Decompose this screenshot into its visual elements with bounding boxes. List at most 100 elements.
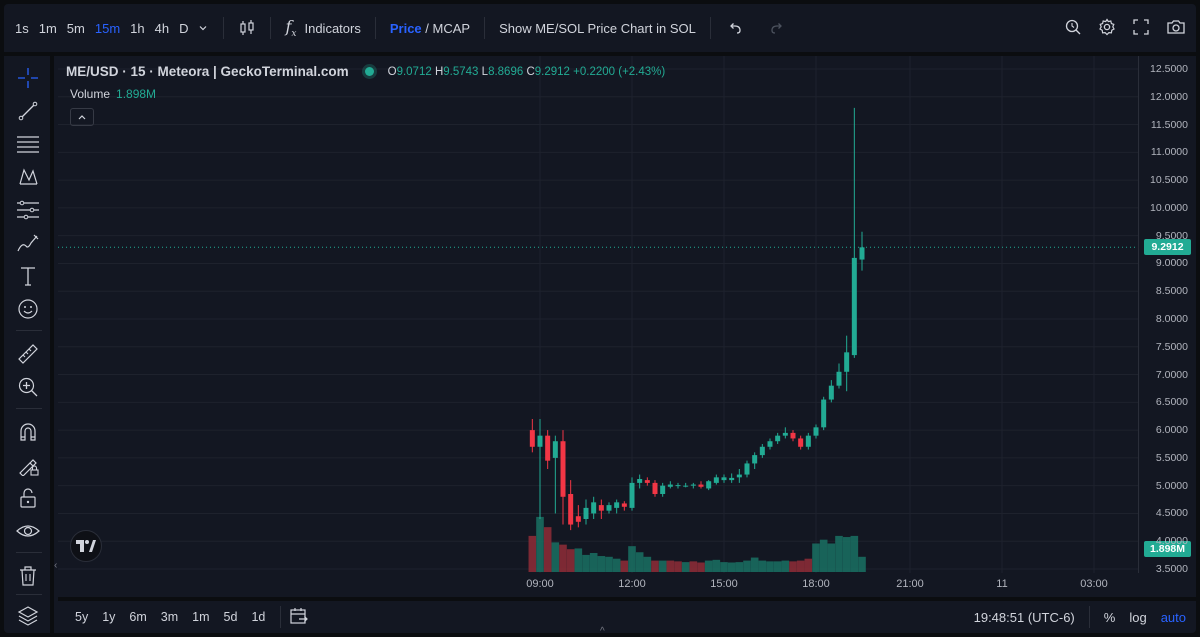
- time-tick-label: 11: [996, 578, 1008, 590]
- chart-legend: ME/USD · 15 · Meteora | GeckoTerminal.co…: [66, 64, 665, 79]
- fullscreen-icon[interactable]: [1132, 18, 1150, 39]
- candle-body: [721, 477, 727, 481]
- eye-icon[interactable]: [16, 519, 40, 543]
- range-1m[interactable]: 1m: [192, 610, 210, 624]
- emoji-icon[interactable]: [16, 297, 40, 321]
- volume-label: Volume: [70, 87, 111, 101]
- price-tick-label: 8.5000: [1155, 285, 1188, 298]
- candle-body: [828, 385, 834, 400]
- drawing-toolbar: [4, 56, 54, 633]
- candle-body: [560, 441, 566, 497]
- range-6m[interactable]: 6m: [129, 610, 147, 624]
- chevron-up-icon: [78, 115, 86, 120]
- lock-drawing-icon[interactable]: [16, 453, 40, 477]
- log-scale-toggle[interactable]: log: [1129, 609, 1147, 625]
- volume-bar: [781, 560, 790, 572]
- timeframe-1s[interactable]: 1s: [15, 20, 29, 36]
- collapse-legend-button[interactable]: [70, 108, 94, 126]
- range-1d[interactable]: 1d: [251, 610, 266, 624]
- redo-icon: [771, 23, 782, 34]
- volume-bar: [589, 553, 598, 572]
- open-label: O: [387, 65, 397, 78]
- volume-bar: [674, 561, 682, 572]
- horizontal-lines-icon[interactable]: [16, 132, 40, 156]
- price-mcap-separator: /: [421, 20, 433, 36]
- chart-type-button[interactable]: [234, 19, 260, 37]
- candle-body: [713, 477, 719, 483]
- price-mcap-toggle[interactable]: Price / MCAP: [386, 21, 474, 36]
- timeframe-1h[interactable]: 1h: [130, 20, 145, 36]
- volume-bar: [819, 539, 828, 572]
- text-tool-icon[interactable]: [16, 264, 40, 288]
- redo-button[interactable]: [765, 20, 789, 36]
- forecast-icon[interactable]: [16, 198, 40, 222]
- price-option[interactable]: Price: [389, 20, 422, 36]
- symbol-title[interactable]: ME/USD · 15 · Meteora | GeckoTerminal.co…: [66, 64, 349, 79]
- trash-icon[interactable]: [16, 564, 40, 588]
- object-tree-icon[interactable]: [16, 604, 40, 628]
- camera-icon[interactable]: [1166, 18, 1186, 39]
- candle-body: [575, 516, 581, 522]
- collapse-toolbar-chevron-icon[interactable]: ‹: [54, 560, 58, 571]
- volume-bar: [697, 562, 705, 572]
- unlock-icon[interactable]: [16, 486, 40, 510]
- auto-scale-toggle[interactable]: auto: [1160, 609, 1186, 625]
- candle-body: [813, 427, 819, 436]
- candle-body: [583, 507, 589, 519]
- pattern-icon[interactable]: [16, 165, 40, 189]
- toolbar-divider: [223, 17, 225, 39]
- candle-body: [660, 485, 666, 494]
- show-sol-chart-button[interactable]: Show ME/SOL Price Chart in SOL: [495, 21, 700, 36]
- change-value: +0.2200 (+2.43%): [573, 65, 666, 78]
- chart-plot[interactable]: [58, 56, 1138, 573]
- chart-pane[interactable]: ME/USD · 15 · Meteora | GeckoTerminal.co…: [58, 56, 1138, 573]
- settings-gear-icon[interactable]: [1098, 17, 1116, 39]
- toolbar-divider: [1088, 606, 1090, 628]
- price-tick-label: 5.0000: [1155, 479, 1188, 492]
- undo-button[interactable]: [723, 20, 747, 36]
- volume-bar: [528, 535, 537, 572]
- volume-bar: [835, 535, 843, 572]
- quick-search-icon[interactable]: [1064, 18, 1082, 39]
- magnet-icon[interactable]: [16, 420, 40, 444]
- timeframe-5m[interactable]: 5m: [66, 20, 85, 36]
- volume-bar: [651, 560, 659, 572]
- range-5d[interactable]: 5d: [223, 610, 238, 624]
- tradingview-logo[interactable]: [70, 530, 102, 562]
- trend-line-icon[interactable]: [16, 99, 40, 123]
- clock-timezone[interactable]: 19:48:51 (UTC-6): [973, 609, 1075, 625]
- price-tick-label: 8.0000: [1155, 313, 1188, 325]
- price-axis[interactable]: 9.2912 1.898M 12.5000 12.0000 11.5000 11.00…: [1138, 56, 1196, 575]
- volume-bar: [620, 560, 629, 572]
- range-1y[interactable]: 1y: [102, 610, 116, 624]
- brush-icon[interactable]: [16, 231, 40, 255]
- zoom-in-icon[interactable]: [16, 375, 40, 399]
- candle-body: [844, 352, 850, 372]
- candle-body: [729, 477, 735, 481]
- price-tick-label: 4.0000: [1155, 535, 1188, 548]
- mcap-option[interactable]: MCAP: [432, 20, 471, 36]
- timeframe-4h[interactable]: 4h: [154, 20, 170, 36]
- timeframe-1m[interactable]: 1m: [38, 20, 57, 36]
- undo-icon: [729, 23, 741, 34]
- bottom-right-controls: 19:48:51 (UTC-6) % log auto: [974, 601, 1186, 633]
- percent-scale-toggle[interactable]: %: [1103, 609, 1116, 625]
- candle-body: [805, 435, 811, 447]
- show-sol-chart-label: Show ME/SOL Price Chart in SOL: [499, 20, 696, 36]
- volume-bar: [727, 562, 736, 572]
- chevron-up-icon[interactable]: ^: [600, 626, 605, 633]
- range-5y[interactable]: 5y: [75, 610, 89, 624]
- timeframe-dropdown-icon[interactable]: [193, 21, 213, 36]
- ruler-icon[interactable]: [16, 342, 40, 366]
- indicators-label: Indicators: [304, 20, 361, 36]
- price-tick-label: 12.0000: [1150, 90, 1188, 103]
- goto-date-icon[interactable]: [289, 607, 309, 628]
- timeframe-D[interactable]: D: [179, 20, 189, 36]
- time-axis[interactable]: 09:00 12:00 15:00 18:00 21:00 11 03:00: [58, 573, 1138, 597]
- volume-bar: [735, 562, 744, 572]
- timeframe-15m[interactable]: 15m: [94, 20, 121, 36]
- crosshair-icon[interactable]: [16, 66, 40, 90]
- timeframe-group: 1s 1m 5m 15m 1h 4h D: [4, 21, 213, 36]
- range-3m[interactable]: 3m: [160, 610, 179, 624]
- indicators-button[interactable]: fx Indicators: [281, 17, 364, 39]
